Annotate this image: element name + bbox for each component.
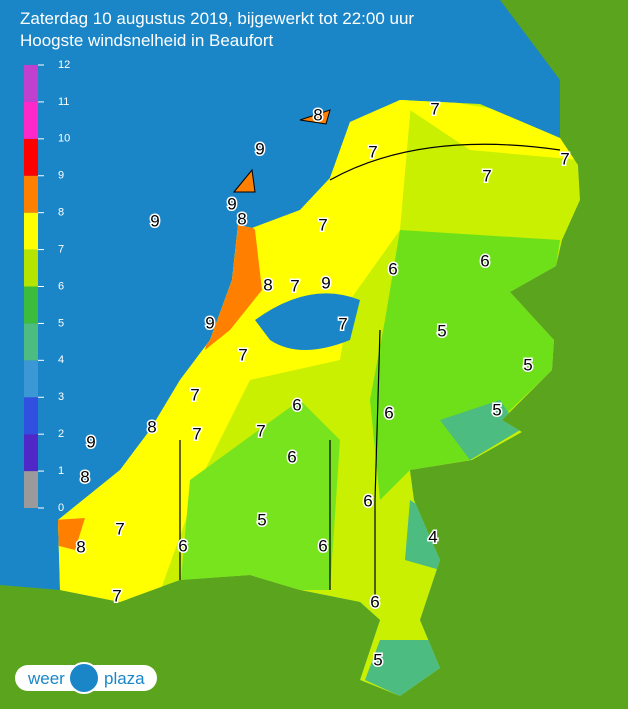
wind-label: 6: [370, 592, 379, 611]
wind-label: 8: [237, 209, 246, 228]
wind-label: 5: [523, 355, 532, 374]
wind-label: 7: [192, 424, 201, 443]
legend-band: [24, 360, 38, 398]
legend-tick-label: 1: [58, 465, 64, 477]
legend-tick-label: 11: [58, 96, 69, 108]
wind-label: 8: [76, 537, 85, 556]
wind-label: 6: [384, 403, 393, 422]
subtitle: Hoogste windsnelheid in Beaufort: [20, 31, 274, 50]
wind-label: 8: [263, 275, 272, 294]
wind-label: 9: [205, 313, 214, 332]
wind-label: 6: [363, 491, 372, 510]
wind-label: 6: [480, 251, 489, 270]
wind-label: 7: [338, 314, 347, 333]
zone-7-8-north: [380, 100, 580, 160]
logo-right: plaza: [104, 669, 145, 688]
islands: [232, 109, 331, 193]
legend-band: [24, 286, 38, 324]
legend-tick-label: 0: [58, 502, 64, 514]
wind-label: 6: [318, 536, 327, 555]
wind-label: 5: [492, 400, 501, 419]
legend-band: [24, 323, 38, 361]
zone-8-9-zeeland: [58, 518, 85, 550]
legend-band: [24, 471, 38, 508]
wind-label: 6: [388, 259, 397, 278]
wind-label: 7: [112, 586, 121, 605]
wind-label: 7: [290, 276, 299, 295]
legend-band: [24, 101, 38, 139]
legend-tick-label: 4: [58, 354, 64, 366]
wind-label: 9: [150, 211, 159, 230]
wind-label: 7: [190, 385, 199, 404]
wind-label: 7: [238, 345, 247, 364]
logo-left: weer: [27, 669, 65, 688]
wind-label: 7: [115, 519, 124, 538]
title: Zaterdag 10 augustus 2019, bijgewerkt to…: [20, 9, 414, 28]
legend-tick-label: 8: [58, 207, 64, 219]
legend-band: [24, 65, 38, 102]
wind-label: 9: [255, 139, 264, 158]
wind-label: 5: [373, 650, 382, 669]
legend-band: [24, 175, 38, 213]
wind-label: 6: [292, 395, 301, 414]
legend-tick-label: 12: [58, 59, 70, 71]
legend-tick-label: 3: [58, 391, 64, 403]
wind-label: 7: [368, 142, 377, 161]
logo: weer plaza: [15, 662, 157, 694]
zone-4-5-south: [365, 640, 440, 696]
legend-tick-label: 9: [58, 170, 64, 182]
zone-5-6-south: [180, 400, 340, 590]
wind-label: 8: [147, 417, 156, 436]
wind-label: 9: [86, 432, 95, 451]
contours: [179, 143, 561, 600]
wind-label: 6: [178, 536, 187, 555]
legend-band: [24, 397, 38, 435]
legend-band: [24, 434, 38, 472]
ijsselmeer: [255, 293, 360, 350]
wind-label: 7: [560, 149, 569, 168]
legend-tick-label: 5: [58, 317, 64, 329]
wind-label: 9: [321, 273, 330, 292]
wind-label: 8: [313, 105, 322, 124]
logo-icon: [68, 662, 100, 694]
wind-label: 7: [256, 421, 265, 440]
legend-tick-label: 10: [58, 133, 70, 145]
wind-label: 4: [428, 527, 437, 546]
zone-4-5: [440, 400, 520, 460]
wind-label: 7: [318, 215, 327, 234]
wind-label: 7: [430, 99, 439, 118]
legend-tick-label: 6: [58, 280, 64, 292]
legend-tick-label: 2: [58, 428, 64, 440]
wind-label: 5: [437, 321, 446, 340]
wind-label: 8: [80, 467, 89, 486]
wind-label: 6: [287, 447, 296, 466]
zone-8-9: [205, 210, 262, 350]
legend-band: [24, 212, 38, 250]
legend-tick-label: 7: [58, 243, 64, 255]
wind-label: 7: [482, 166, 491, 185]
wind-label: 9: [227, 194, 236, 213]
legend-band: [24, 138, 38, 176]
legend-band: [24, 249, 38, 287]
wind-label: 5: [257, 510, 266, 529]
